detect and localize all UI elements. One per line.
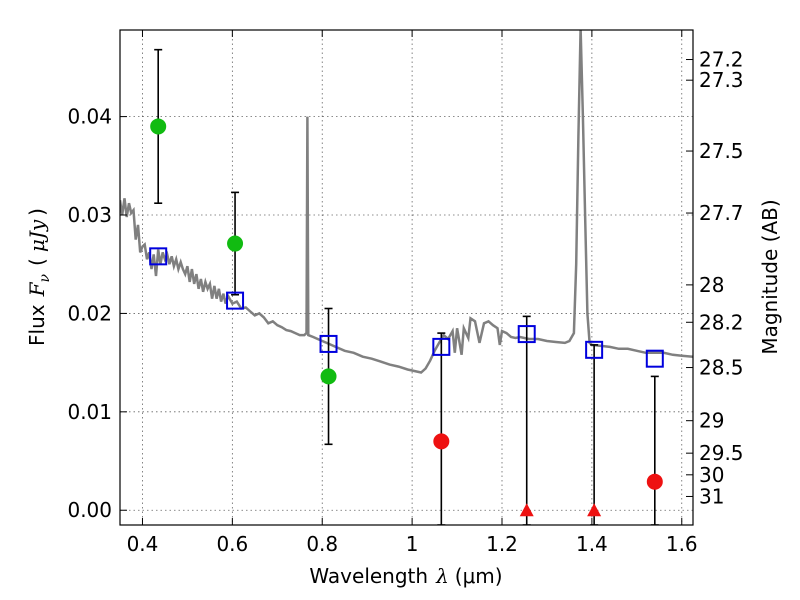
model-sed-line — [120, 30, 693, 374]
mag-tick-label: 27.3 — [699, 68, 744, 92]
y-tick-label: 0.00 — [67, 498, 112, 522]
y2-axis-title: Magnitude (AB) — [758, 199, 782, 354]
x-tick-label: 0.8 — [306, 532, 338, 556]
mag-tick-label: 27.2 — [699, 48, 744, 72]
x-tick-label: 1.2 — [486, 532, 518, 556]
model-photometry-box — [149, 247, 168, 266]
data-layer — [120, 30, 693, 525]
plot-area — [120, 30, 693, 525]
y-tick-label: 0.04 — [67, 105, 112, 129]
mag-tick-label: 29.5 — [699, 441, 744, 465]
model-photometry-box — [432, 337, 451, 356]
x-tick-label: 1.6 — [666, 532, 698, 556]
x-tick-label: 0.4 — [127, 532, 159, 556]
model-photometry-box — [226, 291, 245, 310]
nondetection-point — [433, 433, 450, 450]
mag-tick-label: 28.5 — [699, 356, 744, 380]
model-photometry-box — [517, 325, 536, 344]
ticks: 0.4 0.6 0.8 1 1.2 1.4 1.6 0.00 0.01 0.02 0.03 0.04 2… — [67, 30, 744, 556]
detection-point — [320, 368, 337, 385]
x-tick-label: 1.4 — [576, 532, 608, 556]
upper-limit-triangle — [519, 503, 534, 517]
nondetection-point — [646, 473, 663, 490]
y-tick-label: 0.02 — [67, 301, 112, 325]
mag-tick-label: 28 — [699, 273, 724, 297]
y-tick-label: 0.01 — [67, 400, 112, 424]
model-photometry-box — [319, 334, 338, 353]
model-photometry-box — [645, 349, 664, 368]
y-axis-title: FluxFν(μJy) — [25, 208, 53, 346]
plot-frame — [119, 29, 694, 526]
upper-limit-triangle — [587, 503, 602, 517]
mag-tick-label: 27.7 — [699, 201, 744, 225]
mag-tick-label: 29 — [699, 409, 724, 433]
model-photometry-box — [585, 340, 604, 359]
detection-point — [150, 118, 167, 135]
x-axis-title: Wavelength λ (μm) — [309, 564, 502, 588]
mag-tick-label: 28.2 — [699, 310, 744, 334]
mag-tick-label: 31 — [699, 484, 724, 508]
x-tick-label: 0.6 — [216, 532, 248, 556]
x-tick-label: 1 — [406, 532, 419, 556]
y-tick-label: 0.03 — [67, 203, 112, 227]
mag-tick-label: 27.5 — [699, 139, 744, 163]
detection-point — [227, 235, 244, 252]
mag-tick-label: 30 — [699, 463, 724, 487]
